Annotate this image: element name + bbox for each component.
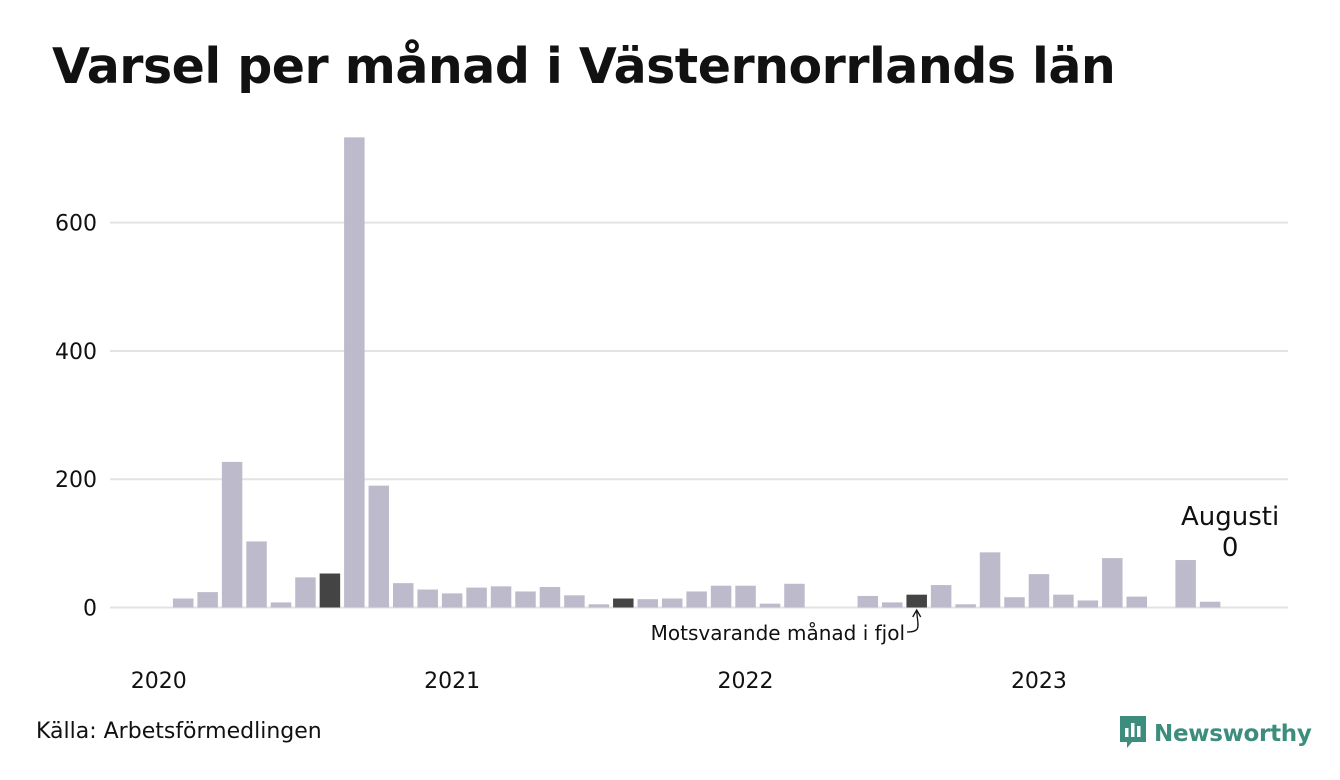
x-tick-label-2023: 2023 <box>1011 669 1067 694</box>
bar-2022-09 <box>930 585 952 608</box>
bar-2020-04 <box>221 461 243 608</box>
bar-2022-06 <box>857 595 879 608</box>
bar-2023-07 <box>1175 560 1196 608</box>
bar-2021-04 <box>515 591 536 608</box>
brand-name: Newsworthy <box>1154 721 1312 747</box>
y-tick-label-200: 200 <box>55 468 97 493</box>
bar-2022-11 <box>979 552 1001 608</box>
bar-2020-12 <box>417 589 438 608</box>
bar-2022-10 <box>955 604 976 608</box>
bar-2020-02 <box>172 598 194 608</box>
bar-2020-10 <box>368 485 390 608</box>
bar-2020-03 <box>197 592 218 608</box>
bar-2020-05 <box>246 541 267 608</box>
bar-2023-03 <box>1077 600 1099 608</box>
annotations: Augusti 0 Motsvarande månad i fjol <box>651 502 1280 645</box>
bar-2023-02 <box>1053 594 1074 608</box>
previous-year-annotation: Motsvarande månad i fjol <box>651 621 905 645</box>
bar-2022-12 <box>1004 597 1025 608</box>
chart-title: Varsel per månad i Västernorrlands län <box>52 38 1116 95</box>
x-tick-label-2020: 2020 <box>131 669 187 694</box>
x-axis-ticks: 2020 2021 2022 2023 <box>131 669 1067 694</box>
bar-2020-07 <box>295 577 316 608</box>
y-tick-label-600: 600 <box>55 212 97 237</box>
bar-2021-07 <box>588 604 610 608</box>
bar-2021-05 <box>539 586 561 608</box>
bar-2021-12 <box>710 585 732 608</box>
bar-2023-01 <box>1028 574 1050 608</box>
latest-value-label: 0 <box>1222 533 1239 563</box>
bar-2023-04 <box>1102 558 1123 608</box>
bar-2020-08 <box>319 573 341 608</box>
bar-2021-01 <box>441 593 463 608</box>
y-axis-ticks: 0 200 400 600 <box>55 212 97 622</box>
bar-2021-02 <box>466 587 487 608</box>
gridlines <box>110 221 1288 609</box>
bar-2021-06 <box>564 595 585 608</box>
bar-2021-03 <box>490 586 512 608</box>
bars <box>172 137 1221 608</box>
bar-2020-09 <box>344 137 365 608</box>
bar-2021-11 <box>686 591 707 608</box>
bar-2022-08 <box>906 594 927 608</box>
bar-2021-08 <box>613 598 634 608</box>
newsworthy-logo-icon <box>1118 714 1148 754</box>
bar-2022-07 <box>882 602 903 608</box>
bar-2023-05 <box>1126 596 1147 608</box>
bar-2022-03 <box>784 583 805 608</box>
bar-2022-02 <box>759 603 781 608</box>
latest-month-label: Augusti <box>1181 502 1279 532</box>
x-tick-label-2021: 2021 <box>424 669 480 694</box>
annotation-arrowhead <box>912 608 922 618</box>
annotation-arrow <box>906 610 919 633</box>
bar-2023-08 <box>1199 601 1221 608</box>
bar-2020-11 <box>393 583 414 608</box>
brand-logo[interactable]: Newsworthy <box>1118 714 1312 754</box>
bar-2020-06 <box>270 602 292 608</box>
y-tick-label-400: 400 <box>55 340 97 365</box>
bar-2022-01 <box>735 585 756 608</box>
source-note: Källa: Arbetsförmedlingen <box>36 719 322 744</box>
x-tick-label-2022: 2022 <box>718 669 774 694</box>
y-tick-label-0: 0 <box>83 597 97 622</box>
bar-chart: 0 200 400 600 2020 2021 2022 2023 Augusti 0 Mo… <box>55 137 1288 694</box>
bar-2021-10 <box>661 598 683 608</box>
bar-2021-09 <box>637 599 658 608</box>
